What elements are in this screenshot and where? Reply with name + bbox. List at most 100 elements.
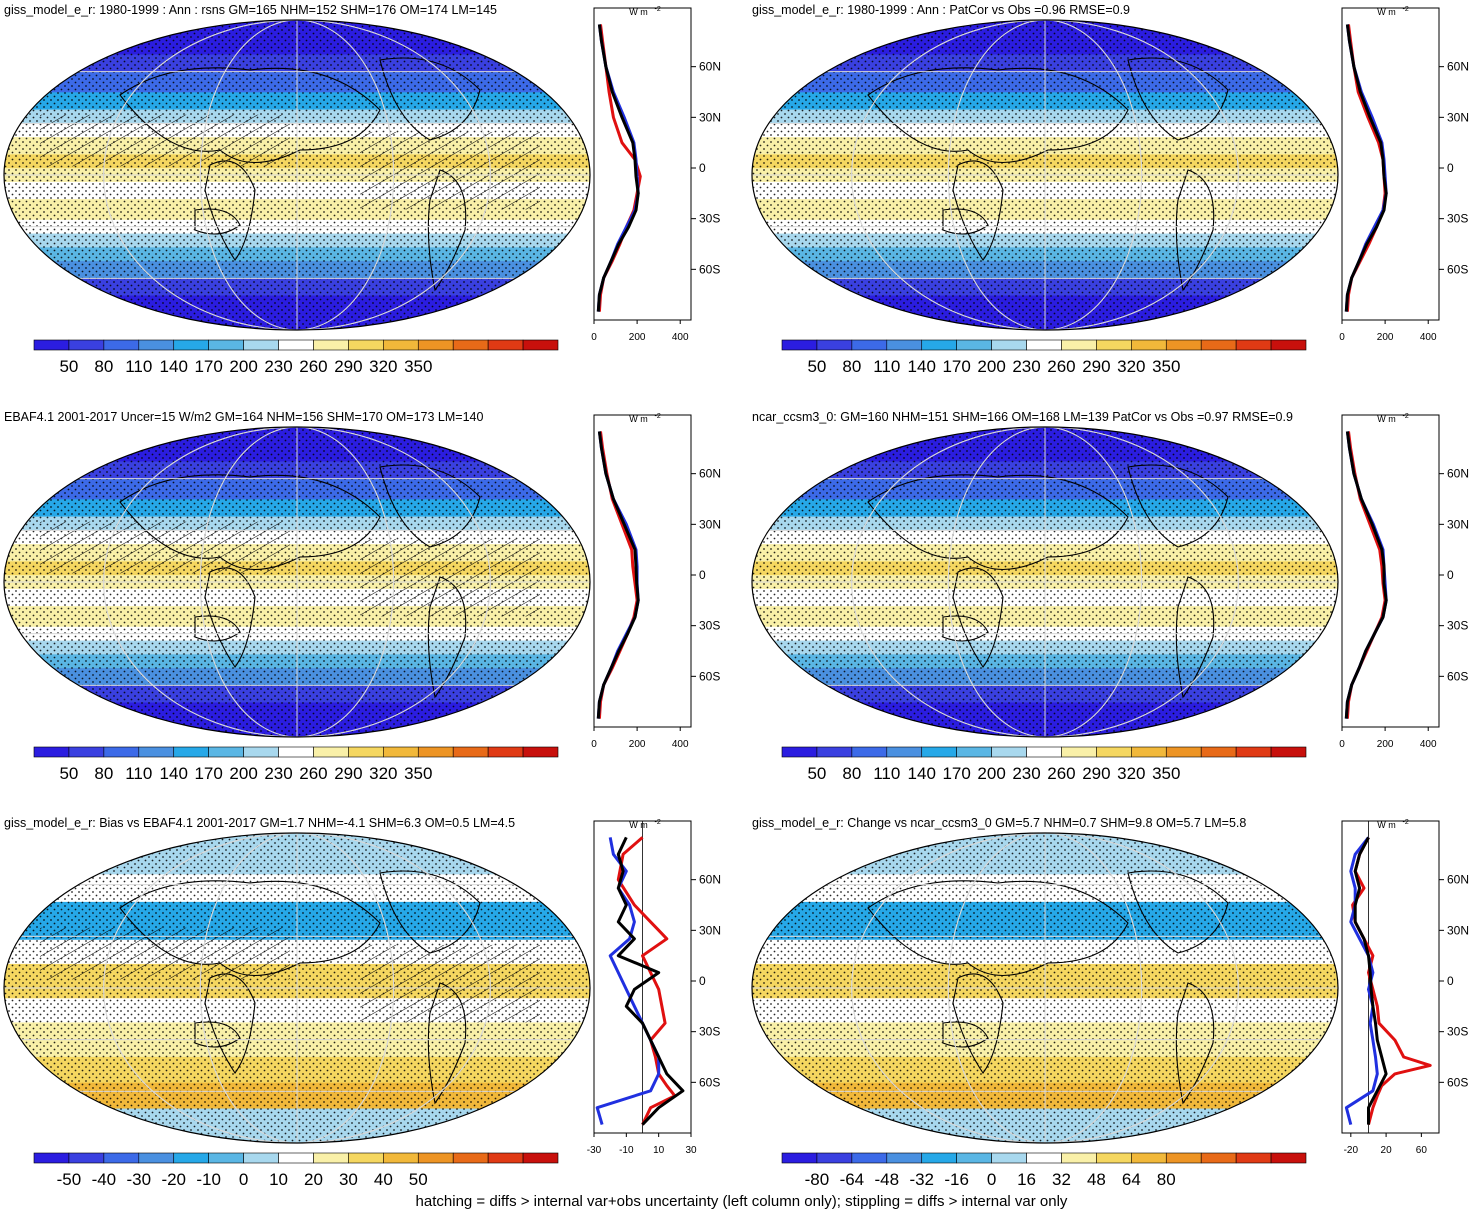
colorbar-label: 30	[339, 1170, 358, 1189]
colorbar-label: 140	[908, 357, 936, 376]
profile-lat-label: 60N	[699, 467, 721, 481]
hatching-overlay	[360, 944, 540, 1023]
profile-x-label: 20	[1381, 1145, 1393, 1156]
colorbar-label: 48	[1087, 1170, 1106, 1189]
map-field	[752, 427, 1338, 737]
hatching-overlay	[40, 521, 290, 574]
map-title: giss_model_e_r: Bias vs EBAF4.1 2001-201…	[4, 816, 515, 830]
colorbar-label: 260	[299, 764, 327, 783]
colorbar-cell	[1061, 339, 1097, 351]
colorbar-label: -20	[161, 1170, 186, 1189]
colorbar-cell	[522, 746, 559, 758]
colorbar-label: 20	[304, 1170, 323, 1189]
profile-lat-label: 60S	[1447, 669, 1468, 683]
colorbar-cell	[68, 1152, 105, 1164]
colorbar-cell	[313, 339, 349, 351]
map-field	[4, 20, 590, 330]
colorbar-label: 290	[334, 357, 362, 376]
profile-x-label: 0	[591, 332, 597, 343]
colorbar-label: 50	[59, 357, 78, 376]
colorbar-label: 230	[1012, 764, 1040, 783]
colorbar-cell	[886, 1152, 923, 1164]
colorbar-cell	[417, 1152, 454, 1164]
profile-lat-label: 30S	[1447, 1025, 1468, 1039]
graticule-meridian	[947, 833, 1143, 1143]
profile-lat-label: 30N	[1447, 110, 1469, 124]
profile-x-label: 400	[672, 332, 689, 343]
profile-unit-exponent: -2	[655, 6, 661, 13]
colorbar-label: 110	[125, 357, 152, 376]
profile-x-label: 200	[1377, 739, 1394, 750]
profile-unit: W m	[629, 414, 648, 424]
profile-lat-label: 60N	[699, 873, 721, 887]
colorbar-label: 320	[369, 357, 397, 376]
profile-unit: W m	[1377, 414, 1396, 424]
profile-lat-label: 0	[699, 974, 706, 988]
colorbar-label: 200	[977, 764, 1005, 783]
panel-ref_model_mean: ncar_ccsm3_0: GM=160 NHM=151 SHM=166 OM=…	[751, 410, 1469, 783]
hatching-overlay	[40, 927, 290, 980]
profile-unit-exponent: -2	[655, 413, 661, 420]
colorbar-label: 350	[1152, 357, 1180, 376]
colorbar-cell	[1061, 1152, 1097, 1164]
colorbar-cell	[383, 339, 419, 351]
panel-model_mean: giss_model_e_r: 1980-1999 : Ann : rsns G…	[3, 3, 721, 376]
colorbar-cell	[278, 1152, 314, 1164]
map-border	[751, 426, 1339, 738]
footer-note: hatching = diffs > internal var+obs unce…	[415, 1193, 1068, 1210]
colorbar-cell	[991, 339, 1027, 351]
colorbar-cell	[33, 339, 70, 351]
profile-lat-label: 30S	[699, 1025, 720, 1039]
profile-unit: W m	[629, 7, 648, 17]
colorbar-label: 80	[842, 357, 861, 376]
colorbar-label: 140	[160, 764, 188, 783]
profile-series-line	[1351, 836, 1432, 1125]
colorbar-cell	[781, 746, 818, 758]
profile-lat-label: 30S	[1447, 619, 1468, 633]
colorbar-cell	[1235, 746, 1272, 758]
colorbar-cell	[1026, 1152, 1062, 1164]
colorbar-cell	[991, 1152, 1027, 1164]
colorbar-label: 200	[977, 357, 1005, 376]
colorbar-cell	[278, 746, 314, 758]
profile-x-label: 0	[1339, 739, 1345, 750]
graticule-meridian	[103, 20, 491, 330]
profile-frame	[593, 7, 692, 321]
map-field	[4, 833, 590, 1143]
colorbar-cell	[348, 339, 384, 351]
panel-bias: giss_model_e_r: Bias vs EBAF4.1 2001-201…	[3, 816, 721, 1189]
colorbar-label: 32	[1052, 1170, 1071, 1189]
colorbar-label: 260	[299, 357, 327, 376]
profile-x-label: 200	[629, 739, 646, 750]
colorbar-label: 110	[873, 357, 900, 376]
profile-series-line	[616, 836, 677, 1126]
colorbar-label: 50	[59, 764, 78, 783]
colorbar-cell	[781, 1152, 818, 1164]
map-title: giss_model_e_r: Change vs ncar_ccsm3_0 G…	[752, 816, 1246, 830]
colorbar-cell	[956, 339, 992, 351]
graticule-meridian	[947, 427, 1143, 737]
profile-lat-label: 60S	[699, 262, 720, 276]
map-title: giss_model_e_r: 1980-1999 : Ann : rsns G…	[4, 3, 497, 17]
colorbar-label: -80	[805, 1170, 830, 1189]
profile-lat-label: 0	[699, 161, 706, 175]
profile-unit: W m	[1377, 7, 1396, 17]
colorbar-cell	[348, 746, 384, 758]
colorbar-cell	[487, 1152, 524, 1164]
colorbar-cell	[956, 1152, 992, 1164]
colorbar-cell	[1096, 339, 1132, 351]
colorbar-cell	[1096, 1152, 1132, 1164]
colorbar-cell	[348, 1152, 384, 1164]
colorbar-label: 170	[942, 357, 970, 376]
profile-lat-label: 30S	[699, 619, 720, 633]
colorbar-label: 0	[987, 1170, 996, 1189]
colorbar-cell	[383, 1152, 419, 1164]
profile-lat-label: 60S	[1447, 1075, 1468, 1089]
profile-frame	[1341, 820, 1440, 1134]
profile-series-line	[1344, 24, 1388, 312]
profile-x-label: -20	[1344, 1145, 1359, 1156]
profile-lat-label: 60S	[699, 669, 720, 683]
colorbar-cell	[138, 339, 175, 351]
colorbar-label: 80	[842, 764, 861, 783]
colorbar-cell	[487, 746, 524, 758]
